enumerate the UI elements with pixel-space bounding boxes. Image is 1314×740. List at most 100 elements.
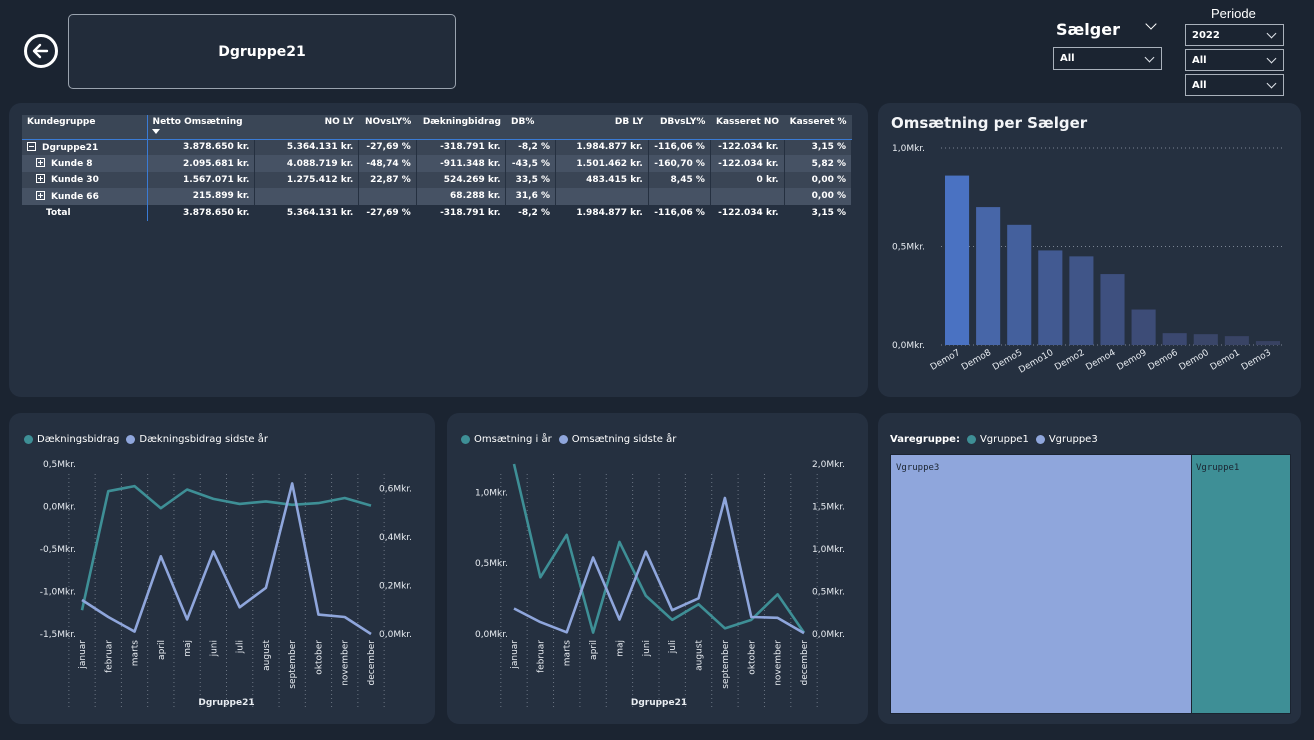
col-header-dbvsly[interactable]: DBvsLY% bbox=[648, 115, 711, 140]
legend-swatch bbox=[126, 435, 136, 444]
bar[interactable] bbox=[1100, 274, 1125, 345]
row-header: Total bbox=[22, 204, 148, 221]
row-header[interactable]: Kunde 66 bbox=[22, 188, 148, 205]
cell bbox=[254, 188, 360, 205]
sort-descending-icon bbox=[151, 129, 160, 134]
bar[interactable] bbox=[1162, 333, 1187, 345]
col-header-kundegruppe[interactable]: Kundegruppe bbox=[22, 115, 148, 140]
bar[interactable] bbox=[1224, 336, 1249, 345]
treemap-tile-label: Vgruppe1 bbox=[1196, 463, 1240, 473]
y-tick-label-left: -1,5Mkr. bbox=[40, 630, 76, 640]
row-label: Kunde 8 bbox=[51, 159, 93, 170]
bar-chart-title: Omsætning per Sælger bbox=[891, 114, 1088, 132]
legend-swatch bbox=[558, 435, 568, 444]
y-tick-label-right: 0,5Mkr. bbox=[812, 588, 845, 598]
x-tick-label: juni bbox=[642, 640, 652, 657]
legend-label: Vgruppe1 bbox=[979, 434, 1029, 445]
db-line-chart: 0,5Mkr. 0,0Mkr. -0,5Mkr. -1,0Mkr. -1,5Mkr. 0,… bbox=[40, 460, 412, 708]
chevron-down-icon bbox=[1266, 78, 1277, 89]
expand-icon[interactable] bbox=[36, 158, 45, 168]
treemap-tile-vgruppe1[interactable]: Vgruppe1 bbox=[1192, 455, 1290, 713]
bar[interactable] bbox=[1038, 250, 1063, 345]
col-header-db-ly[interactable]: DB LY bbox=[555, 115, 649, 140]
cell: 22,87 % bbox=[358, 171, 417, 189]
x-tick-label: april bbox=[589, 640, 599, 660]
row-header[interactable]: Kunde 30 bbox=[22, 171, 148, 189]
bar[interactable] bbox=[945, 175, 970, 345]
cell: 483.415 kr. bbox=[555, 171, 649, 189]
periode-label: Periode bbox=[1211, 6, 1256, 21]
collapse-icon[interactable] bbox=[27, 141, 36, 151]
col-header-netto-omsaetning[interactable]: Netto Omsætning bbox=[147, 115, 255, 140]
saelger-dropdown[interactable]: All bbox=[1053, 47, 1162, 70]
cell: 1.984.877 kr. bbox=[555, 204, 649, 221]
periode-month-dropdown[interactable]: All bbox=[1185, 74, 1284, 96]
x-tick-label: Demo0 bbox=[1178, 348, 1211, 373]
treemap-tile-label: Vgruppe3 bbox=[896, 463, 940, 473]
x-tick-label: november bbox=[774, 640, 784, 686]
legend-swatch bbox=[966, 435, 976, 444]
cell: -318.791 kr. bbox=[416, 204, 507, 221]
omsaetning-chart-legend: Omsætning i år Omsætning sidste år bbox=[461, 434, 676, 445]
x-tick-label: februar bbox=[104, 640, 114, 673]
y-tick-label: 0,0Mkr. bbox=[892, 341, 925, 351]
table-row: Dgruppe21 3.878.650 kr. 5.364.131 kr. -2… bbox=[22, 139, 853, 156]
x-tick-label: februar bbox=[536, 640, 546, 673]
cell: 8,45 % bbox=[648, 171, 711, 189]
y-tick-label-right: 2,0Mkr. bbox=[812, 460, 845, 470]
x-tick-label: Demo1 bbox=[1209, 348, 1242, 373]
chevron-down-icon bbox=[1266, 53, 1277, 64]
series-line[interactable] bbox=[512, 463, 806, 634]
periode-quarter-dropdown[interactable]: All bbox=[1185, 49, 1284, 71]
total-row: Total 3.878.650 kr. 5.364.131 kr. -27,69… bbox=[22, 204, 853, 221]
cell: 524.269 kr. bbox=[416, 171, 507, 189]
cell: -43,5 % bbox=[505, 155, 556, 172]
y-tick-label-left: -0,5Mkr. bbox=[40, 545, 76, 555]
col-header-novsly[interactable]: NOvsLY% bbox=[358, 115, 417, 140]
saelger-collapse-icon[interactable] bbox=[1145, 18, 1157, 30]
y-tick-label-left: 1,0Mkr. bbox=[475, 488, 508, 498]
row-header[interactable]: Kunde 8 bbox=[22, 155, 148, 172]
row-header[interactable]: Dgruppe21 bbox=[22, 139, 148, 156]
matrix-table: Kundegruppe Netto Omsætning NO LY NOvsLY… bbox=[22, 115, 853, 221]
series-line[interactable] bbox=[81, 482, 372, 636]
x-tick-label: maj bbox=[615, 640, 625, 657]
col-header-kasseret-pct[interactable]: Kasseret % bbox=[784, 115, 852, 140]
cell: 5.364.131 kr. bbox=[254, 204, 360, 221]
periode-year-value: 2022 bbox=[1192, 29, 1220, 41]
cell: -122.034 kr. bbox=[710, 155, 785, 172]
cell: -27,69 % bbox=[358, 139, 417, 156]
col-header-kasseret-no[interactable]: Kasseret NO bbox=[710, 115, 785, 140]
y-tick-label-right: 0,0Mkr. bbox=[379, 630, 412, 640]
cell: -122.034 kr. bbox=[710, 204, 785, 221]
y-tick-label-left: -1,0Mkr. bbox=[40, 588, 76, 598]
col-header-daekningbidrag[interactable]: Dækningbidrag bbox=[416, 115, 506, 140]
cell: 3.878.650 kr. bbox=[147, 204, 256, 221]
x-tick-label: juli bbox=[668, 640, 678, 654]
x-tick-label: juli bbox=[236, 640, 246, 654]
series-line[interactable] bbox=[80, 484, 372, 611]
bar[interactable] bbox=[1069, 256, 1094, 345]
back-button[interactable] bbox=[24, 34, 58, 68]
cell: -116,06 % bbox=[648, 204, 711, 221]
cell bbox=[648, 188, 711, 205]
bar[interactable] bbox=[1255, 341, 1280, 345]
col-header-no-ly[interactable]: NO LY bbox=[254, 115, 359, 140]
cell: 1.984.877 kr. bbox=[555, 139, 649, 156]
bar[interactable] bbox=[1193, 334, 1218, 345]
series-line[interactable] bbox=[513, 496, 805, 635]
treemap-tile-vgruppe3[interactable]: Vgruppe3 bbox=[891, 455, 1192, 713]
cell: 215.899 kr. bbox=[147, 188, 256, 205]
x-tick-label: Demo9 bbox=[1115, 348, 1148, 373]
col-header-db-pct[interactable]: DB% bbox=[505, 115, 556, 140]
expand-icon[interactable] bbox=[36, 190, 45, 200]
periode-year-dropdown[interactable]: 2022 bbox=[1185, 24, 1284, 46]
bar[interactable] bbox=[1007, 224, 1032, 345]
y-tick-label-left: 0,5Mkr. bbox=[475, 559, 508, 569]
bar[interactable] bbox=[1131, 309, 1156, 345]
x-tick-label: januar bbox=[78, 640, 88, 670]
row-label: Kunde 66 bbox=[51, 191, 99, 202]
bar[interactable] bbox=[976, 207, 1001, 345]
x-tick-label: november bbox=[341, 640, 351, 686]
expand-icon[interactable] bbox=[36, 174, 45, 184]
